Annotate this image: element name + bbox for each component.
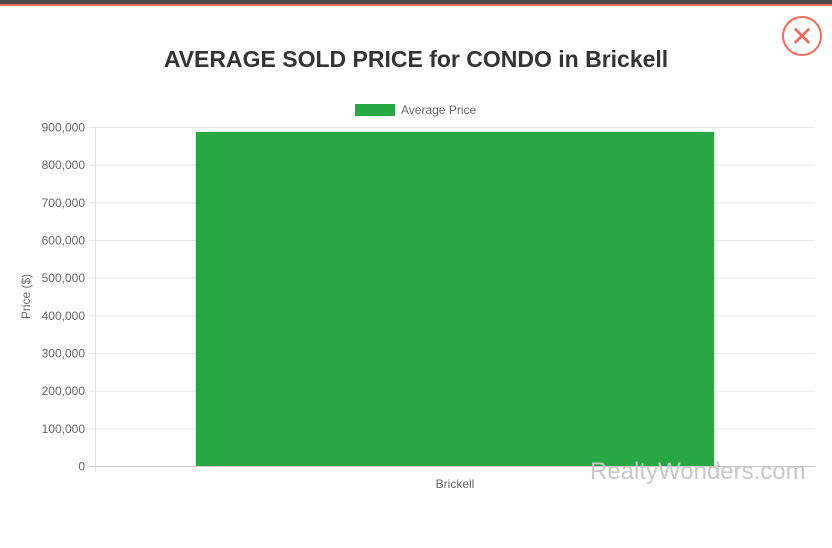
legend-swatch xyxy=(355,104,395,116)
x-tick-label: Brickell xyxy=(436,477,475,491)
y-tick-label: 400,000 xyxy=(42,309,86,323)
watermark: RealtyWonders.com xyxy=(590,458,806,485)
chart-title: AVERAGE SOLD PRICE for CONDO in Brickell xyxy=(163,46,669,72)
y-tick-label: 500,000 xyxy=(42,271,86,285)
close-icon: ✕ xyxy=(790,20,814,52)
y-tick-label: 300,000 xyxy=(42,347,86,361)
y-tick-label: 700,000 xyxy=(42,196,86,210)
close-button[interactable]: ✕ xyxy=(782,16,822,56)
y-tick-label: 0 xyxy=(78,460,85,474)
y-tick-label: 900,000 xyxy=(42,121,86,135)
bar-brickell xyxy=(195,131,715,466)
legend[interactable]: Average Price xyxy=(355,103,476,117)
y-tick-label: 600,000 xyxy=(42,234,86,248)
y-tick-label: 200,000 xyxy=(42,384,86,398)
y-axis-label: Price ($) xyxy=(19,274,33,319)
page-header-bar xyxy=(0,0,832,6)
legend-label: Average Price xyxy=(401,103,477,117)
y-tick-label: 800,000 xyxy=(42,158,86,172)
y-tick-label: 100,000 xyxy=(42,422,86,436)
